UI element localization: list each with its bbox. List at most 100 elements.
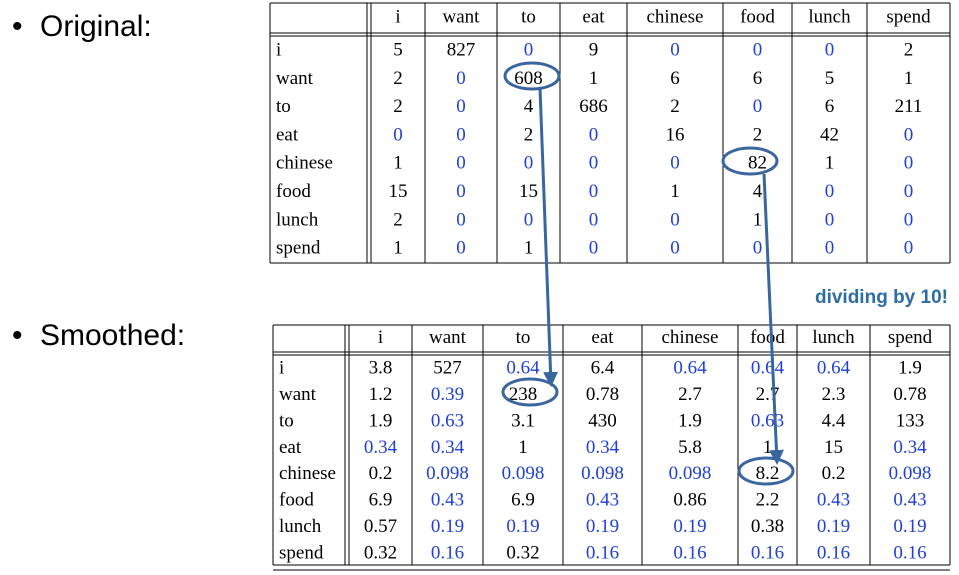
cell-value: 0.098 (889, 463, 932, 484)
bullet-text: Smoothed: (40, 319, 185, 352)
cell-value: 0 (904, 209, 914, 230)
cell-value: 1 (393, 153, 403, 174)
cell-value: 827 (447, 40, 476, 61)
cell-value: 0.098 (669, 463, 712, 484)
cell-value: 0.2 (369, 463, 393, 484)
cell-value: 0 (753, 96, 763, 117)
cell-value: 2.7 (756, 384, 780, 405)
cell-value: 0.19 (673, 516, 706, 537)
bullet-dot: • (12, 319, 23, 352)
cell-value: 0 (524, 40, 534, 61)
cell-value: 15 (389, 181, 408, 202)
cell-value: 0.16 (751, 542, 784, 563)
cell-value: 1.9 (898, 358, 922, 379)
circle (503, 61, 561, 91)
row-label: chinese (279, 463, 336, 484)
cell-value: 0 (589, 238, 599, 259)
cell-value: 0.78 (586, 384, 619, 405)
cell-value: 0.19 (586, 516, 619, 537)
cell-value: 1 (753, 209, 763, 230)
row-label: i (276, 40, 281, 61)
row-label: lunch (279, 516, 322, 537)
row-label: i (279, 358, 284, 379)
row-label: spend (276, 238, 321, 259)
cell-value: 1 (518, 437, 528, 458)
cell-value: 0.64 (673, 358, 707, 379)
column-header: eat (582, 6, 605, 27)
row-label: want (276, 68, 314, 89)
cell-value: 0.2 (822, 463, 846, 484)
cell-value: 0.19 (893, 516, 926, 537)
cell-value: 2.3 (822, 384, 846, 405)
cell-value: 6.4 (591, 358, 615, 379)
cell-value: 0.64 (506, 358, 540, 379)
row-label: food (276, 181, 311, 202)
cell-value: 0.64 (751, 358, 785, 379)
cell-value: 0.43 (817, 490, 850, 511)
cell-value: 686 (579, 96, 608, 117)
cell-value: 0 (456, 96, 466, 117)
cell-value: 1.2 (369, 384, 393, 405)
cell-value: 6.9 (369, 490, 393, 511)
cell-value: 8.2 (756, 463, 780, 484)
column-header: lunch (808, 6, 851, 27)
cell-value: 2 (670, 96, 680, 117)
row-label: chinese (276, 153, 333, 174)
cell-value: 133 (896, 410, 925, 431)
cell-value: 0.19 (506, 516, 539, 537)
cell-value: 6 (753, 68, 763, 89)
column-header: lunch (812, 327, 855, 348)
column-header: to (516, 327, 531, 348)
highlights (501, 61, 795, 486)
annotation: dividing by 10! (815, 287, 948, 308)
column-header: chinese (647, 6, 704, 27)
arrow (538, 87, 559, 387)
column-header: want (429, 327, 467, 348)
cell-value: 0.16 (673, 542, 706, 563)
cell-value: 2 (904, 40, 914, 61)
cell-value: 0.16 (586, 542, 619, 563)
cell-value: 0 (589, 124, 599, 145)
cell-value: 1 (524, 238, 534, 259)
column-header: chinese (662, 327, 719, 348)
cell-value: 608 (514, 68, 543, 89)
cell-value: 527 (433, 358, 462, 379)
cell-value: 15 (519, 181, 538, 202)
cell-value: 16 (666, 124, 685, 145)
cell-value: 0.32 (364, 542, 397, 563)
row-label: want (279, 384, 317, 405)
cell-value: 0 (456, 209, 466, 230)
cell-value: 0 (670, 40, 680, 61)
cell-value: 0.43 (893, 490, 926, 511)
cell-value: 0.64 (817, 358, 851, 379)
cell-value: 0 (825, 40, 835, 61)
cell-value: 1.9 (369, 410, 393, 431)
cell-value: 1.9 (678, 410, 702, 431)
column-header: eat (591, 327, 614, 348)
cell-value: 0.19 (817, 516, 850, 537)
row-label: to (279, 410, 294, 431)
cell-value: 6 (825, 96, 835, 117)
cell-value: 238 (509, 384, 538, 405)
cell-value: 0 (825, 181, 835, 202)
column-header: spend (888, 327, 933, 348)
cell-value: 0 (456, 153, 466, 174)
cell-value: 3.1 (511, 410, 535, 431)
row-label: food (279, 490, 314, 511)
cell-value: 0 (904, 238, 914, 259)
cell-value: 0.38 (751, 516, 784, 537)
cell-value: 0.16 (431, 542, 464, 563)
cell-value: 6 (670, 68, 680, 89)
arrow (762, 173, 784, 465)
cell-value: 4 (753, 181, 763, 202)
column-header: food (750, 327, 785, 348)
cell-value: 0.39 (431, 384, 464, 405)
cell-value: 3.8 (369, 358, 393, 379)
cell-value: 0 (456, 124, 466, 145)
column-header: want (443, 6, 481, 27)
cell-value: 1 (393, 238, 403, 259)
cell-value: 15 (824, 437, 843, 458)
column-header: to (521, 6, 536, 27)
cell-value: 0 (589, 153, 599, 174)
